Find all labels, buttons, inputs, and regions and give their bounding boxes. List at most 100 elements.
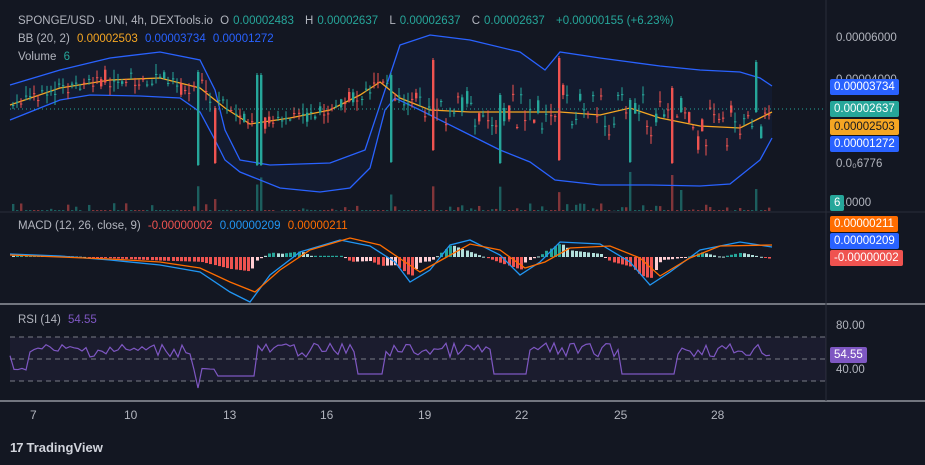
- volume-bar: [46, 210, 49, 211]
- macd-histogram-bar: [604, 257, 607, 258]
- macd-histogram-bar: [701, 252, 704, 257]
- volume-bar: [600, 203, 603, 211]
- volume-bar: [562, 210, 565, 211]
- candle-body: [722, 117, 725, 119]
- candle-body: [373, 82, 376, 84]
- candle-body: [709, 107, 712, 109]
- volume-value: 6: [63, 51, 70, 63]
- macd-histogram-bar: [613, 257, 616, 263]
- macd-histogram-bar: [760, 256, 763, 258]
- candle-body: [235, 113, 238, 115]
- candle-body: [554, 116, 557, 118]
- volume-bar: [726, 207, 729, 211]
- macd-histogram-bar: [239, 257, 242, 271]
- volume-bar: [466, 210, 469, 211]
- macd-histogram-bar: [659, 257, 662, 263]
- macd-line: [9, 239, 773, 303]
- volume-bar: [239, 210, 242, 211]
- macd-histogram-bar: [121, 257, 124, 259]
- volume-bar: [281, 210, 284, 211]
- candle-body: [243, 113, 246, 122]
- candle-body: [529, 109, 532, 111]
- time-axis-label: 10: [124, 408, 138, 422]
- volume-bar: [747, 210, 750, 211]
- candle-body: [398, 95, 401, 97]
- candle-body: [592, 95, 595, 97]
- tradingview-logo[interactable]: 17 TradingView: [10, 440, 103, 455]
- candle-body: [760, 126, 763, 139]
- candle-body: [705, 145, 708, 147]
- volume-legend[interactable]: Volume 6: [18, 51, 74, 63]
- volume-bar: [760, 210, 763, 211]
- volume-bar: [554, 210, 557, 211]
- macd-histogram-bar: [680, 257, 683, 258]
- bb-legend[interactable]: BB (20, 2) 0.00002503 0.00003734 0.00001…: [18, 33, 278, 45]
- candle-body: [403, 104, 406, 106]
- macd-histogram-bar: [293, 252, 296, 257]
- candle-body: [604, 125, 607, 127]
- volume-bar: [256, 184, 259, 211]
- volume-bar: [33, 210, 36, 211]
- volume-bar: [583, 203, 586, 211]
- rsi-plot-line: [9, 341, 771, 389]
- volume-bar: [58, 210, 61, 211]
- candle-body: [436, 109, 439, 111]
- candle-body: [692, 127, 695, 129]
- volume-bar: [680, 189, 683, 211]
- candle-body: [617, 94, 620, 96]
- volume-bar: [499, 186, 502, 211]
- candle-body: [188, 92, 191, 94]
- candle-body: [634, 103, 637, 114]
- macd-histogram-bar: [667, 257, 670, 260]
- volume-bar: [415, 210, 418, 211]
- volume-bar: [340, 210, 343, 211]
- candle-body: [659, 101, 662, 103]
- macd-legend[interactable]: MACD (12, 26, close, 9) -0.00000002 0.00…: [18, 220, 352, 232]
- volume-bar: [71, 210, 74, 211]
- macd-histogram-bar: [755, 255, 758, 257]
- volume-bar: [617, 210, 620, 211]
- macd-histogram-bar: [545, 250, 548, 257]
- volume-bar: [365, 210, 368, 211]
- macd-histogram-bar: [167, 257, 170, 261]
- candle-body: [608, 134, 611, 136]
- macd-histogram-bar: [323, 255, 326, 257]
- candle-body: [104, 69, 107, 83]
- candle-body: [167, 83, 170, 85]
- macd-histogram-bar: [310, 255, 313, 257]
- volume-bar: [596, 209, 599, 211]
- macd-histogram-bar: [726, 255, 729, 257]
- candle-body: [562, 84, 565, 96]
- candle-body: [646, 125, 649, 127]
- rsi-legend[interactable]: RSI (14) 54.55: [18, 314, 101, 326]
- volume-bar: [310, 210, 313, 211]
- candle-body: [239, 115, 242, 117]
- candle-body: [67, 92, 70, 94]
- macd-histogram-bar: [235, 257, 238, 270]
- candle-body: [323, 114, 326, 116]
- volume-bar: [180, 210, 183, 211]
- macd-histogram-bar: [314, 255, 317, 257]
- time-axis-label: 16: [320, 408, 334, 422]
- macd-histogram-bar: [306, 254, 309, 257]
- candle-body: [348, 91, 351, 102]
- macd-histogram-bar: [739, 252, 742, 257]
- macd-histogram-bar: [566, 247, 569, 257]
- volume-bar: [655, 205, 658, 211]
- time-axis-label: 7: [30, 408, 37, 422]
- macd-histogram-bar: [356, 257, 359, 262]
- candle-body: [205, 90, 208, 92]
- candle-body: [487, 120, 490, 122]
- macd-line-value: 0.00000209: [219, 220, 281, 232]
- candle-body: [650, 135, 653, 137]
- candle-body: [54, 93, 57, 95]
- candle-body: [629, 100, 632, 162]
- macd-histogram-bar: [117, 257, 120, 259]
- volume-bar: [125, 203, 128, 211]
- candle-body: [281, 120, 284, 122]
- macd-histogram-bar: [470, 252, 473, 257]
- macd-line-tag: 0.00000209: [830, 233, 899, 249]
- volume-bar: [62, 210, 65, 211]
- volume-bar: [184, 210, 187, 211]
